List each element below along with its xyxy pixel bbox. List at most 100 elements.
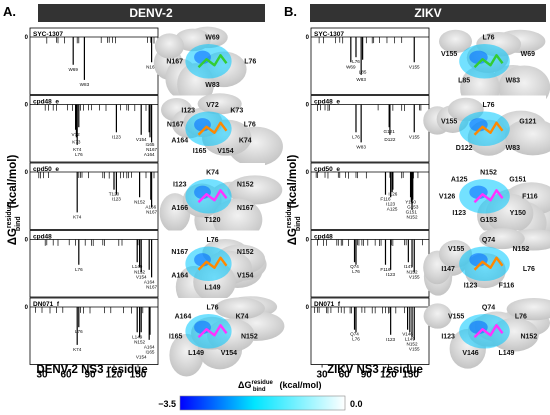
surface-blob (214, 297, 265, 320)
structure-label-n152: N152 (520, 334, 537, 341)
row-syc-1307: 0 SYC-1307 W69 W83 N167 W69 L76 W83 N167 (25, 26, 265, 106)
structure-label-l149: L149 (188, 350, 204, 357)
structure-label-n152: N152 (237, 249, 254, 256)
structure-label-l76: L76 (482, 34, 494, 41)
plot-frame (310, 230, 430, 298)
zero-tick-label: 0 (25, 170, 29, 176)
x-tick-label: 30 (317, 370, 329, 381)
residue-label-l149: L149 (132, 334, 143, 339)
residue-label-v155: V155 (409, 64, 420, 69)
residue-label-l76: L76 (352, 269, 360, 274)
structure-label-l76: L76 (523, 266, 535, 273)
residue-label-v155: V155 (409, 274, 420, 279)
structure-image: L76 N152 V154 L149 A164 N167 (160, 230, 267, 309)
residue-label-l76: L76 (352, 134, 360, 139)
residue-label-v154: V154 (136, 354, 147, 359)
residue-label-i126: I126 (388, 192, 397, 197)
structure-label-g153: G153 (480, 217, 497, 224)
structure-label-w83: W83 (205, 82, 220, 89)
structure-label-a164: A164 (175, 313, 192, 320)
zero-tick-label: 0 (25, 305, 29, 311)
structure-label-n152: N152 (241, 334, 258, 341)
residue-label-n167: N167 (146, 147, 157, 152)
residue-label-k74: K74 (73, 347, 82, 352)
structure-label-i123: I123 (181, 107, 195, 114)
residue-label-f116: F116 (380, 267, 391, 272)
residue-label-l76: L76 (75, 152, 83, 157)
surface-blob (212, 198, 263, 241)
zero-tick-label: 0 (306, 170, 310, 176)
surface-blob (505, 119, 550, 156)
zero-tick-label: 0 (306, 305, 310, 311)
residue-label-q74: Q74 (350, 332, 359, 337)
structure-label-i147: I147 (441, 266, 455, 273)
structure-label-v155: V155 (441, 118, 457, 125)
x-tick-label: 60 (60, 370, 72, 381)
ligand (197, 189, 228, 204)
structure-label-l76: L76 (206, 304, 218, 311)
plot-frame (310, 95, 430, 163)
structure-label-n152: N152 (480, 169, 497, 176)
structure-image: Q74 L76 N152 L149 V146 I123 V155 (423, 298, 550, 369)
row-label: cpd50_e (314, 166, 340, 173)
row-cpd48: 0 cpd48L76L149N152V154A164N167L76N152V154… (25, 230, 267, 309)
row-label: cpd48_e (314, 99, 340, 106)
panel-b-xlabel: ZIKV NS3 residue (327, 364, 423, 376)
panel-a-letter: A. (3, 4, 16, 19)
structure-label-w69: W69 (205, 34, 220, 41)
structure-image: V72 K73 L76 K74 V154 I165 A164 N167 I123 (160, 93, 283, 167)
plot-frame (29, 162, 159, 230)
structure-label-l85: L85 (458, 78, 470, 85)
residue-label-l149: L149 (132, 264, 143, 269)
zero-tick-label: 0 (306, 103, 310, 109)
x-tick-label: 30 (36, 370, 48, 381)
structure-label-n167: N167 (171, 249, 188, 256)
panel-a-ylabel: ΔGresidue bind(kcal/mol) (6, 155, 22, 246)
structure-label-w69: W69 (521, 51, 536, 58)
panel-b-title-bar (310, 4, 546, 22)
structure-label-i123: I123 (173, 181, 187, 188)
residue-label-v155: V155 (409, 134, 420, 139)
ligand (473, 324, 504, 339)
residue-label-q74: Q74 (350, 264, 359, 269)
structure-label-k74: K74 (236, 313, 249, 320)
surface-blob (197, 93, 242, 115)
residue-label-n167: N167 (146, 209, 157, 214)
structure-label-n167: N167 (166, 58, 183, 65)
ligand (197, 54, 228, 69)
structure-label-n152: N152 (513, 246, 530, 253)
colorbar-min-label: −3.5 (158, 399, 176, 409)
panel-b-title: ZIKV (414, 6, 441, 20)
ligand (473, 54, 504, 69)
structure-label-v154: V154 (221, 350, 237, 357)
structure-label-n152: N152 (237, 181, 254, 188)
residue-label-v154: V154 (136, 274, 147, 279)
surface-blob (479, 228, 525, 250)
zero-tick-label: 0 (306, 238, 310, 244)
residue-label-k74: K74 (73, 214, 82, 219)
residue-label-n152: N152 (407, 269, 418, 274)
plot-frame (310, 162, 430, 230)
structure-label-t120: T120 (205, 217, 221, 224)
structure-label-v155: V155 (441, 51, 457, 58)
residue-label-w69: W69 (68, 67, 78, 72)
structure-label-l76: L76 (244, 122, 256, 129)
structure-label-l76: L76 (206, 237, 218, 244)
residue-label-d122: D122 (384, 137, 395, 142)
colorbar-title: ΔGresidue bind (kcal/mol) (238, 380, 322, 393)
structure-label-g121: G121 (519, 118, 536, 125)
structure-label-a164: A164 (171, 273, 188, 280)
x-tick-label: 90 (361, 370, 373, 381)
residue-label-w83: W83 (356, 144, 366, 149)
structure-label-v154: V154 (217, 148, 233, 155)
residue-label-g151: G151 (406, 209, 418, 214)
row-label: SYC-1307 (33, 31, 63, 38)
residue-label-a164: A164 (144, 344, 155, 349)
structure-label-n167: N167 (237, 205, 254, 212)
structure-image: L76 G121 W83 D122 V155 (423, 95, 550, 162)
residue-label-k74: K74 (73, 147, 82, 152)
x-tick-label: 150 (402, 370, 419, 381)
